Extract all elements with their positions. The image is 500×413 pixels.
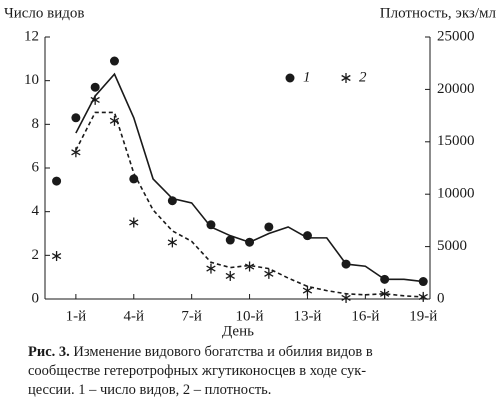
legend-label: 2 [359, 69, 367, 85]
point [244, 261, 255, 272]
y2-tick-label: 5000 [437, 238, 467, 254]
y-tick-label: 12 [24, 28, 39, 44]
series-line [75, 72, 424, 283]
point [206, 220, 216, 230]
caption-label: Рис. 3. [28, 344, 70, 360]
x-tick-label: 13-й [293, 308, 321, 324]
point [341, 292, 351, 303]
y2-tick-label: 20000 [437, 81, 475, 97]
point [129, 217, 139, 228]
caption: Рис. 3. Изменение видового богатства и о… [28, 343, 498, 400]
y-tick-label: 10 [24, 72, 39, 88]
point [71, 113, 81, 123]
chart: Число видов Плотность, экз/мл День 0 2 4 6 8… [4, 5, 497, 339]
y2-tick-label: 0 [437, 290, 445, 306]
y-tick-label: 2 [32, 247, 40, 263]
caption-line: цессии. 1 – число видов, 2 – плотность. [28, 382, 272, 398]
asterisk-stroke [418, 293, 428, 300]
point [302, 285, 313, 296]
point [206, 263, 216, 274]
point [90, 94, 100, 105]
asterisk-stroke [206, 265, 216, 272]
y-tick-label: 0 [32, 290, 40, 306]
x-axis-title: День [222, 323, 254, 339]
y2-tick-label: 10000 [437, 186, 475, 202]
point [264, 268, 274, 279]
point [380, 274, 390, 284]
legend-marker [341, 73, 351, 83]
y-tick-label: 6 [32, 159, 40, 175]
legend-label: 1 [303, 69, 311, 85]
point [71, 147, 81, 158]
asterisk-stroke [225, 272, 235, 280]
asterisk-stroke [71, 149, 81, 156]
point [341, 259, 351, 269]
asterisk-stroke [109, 117, 120, 124]
x-tick-label: 1-й [66, 308, 87, 324]
x-tick-label: 16-й [351, 308, 379, 324]
x-tick-label: 19-й [409, 308, 437, 324]
asterisk-stroke [51, 252, 62, 260]
point [245, 237, 255, 247]
point [225, 270, 235, 281]
point [167, 237, 178, 248]
legend-marker [285, 73, 295, 83]
point [109, 115, 120, 126]
asterisk-stroke [244, 263, 255, 270]
y2-tick-label: 25000 [437, 28, 475, 44]
caption-line: сообществе гетеротрофных жгутиконосцев в… [28, 363, 367, 379]
y-tick-label: 4 [32, 203, 40, 219]
x-tick-label: 10-й [236, 308, 264, 324]
point [51, 251, 62, 262]
point [167, 196, 177, 206]
point [52, 176, 62, 186]
point [90, 82, 100, 92]
asterisk-stroke [341, 74, 351, 82]
x-tick-label: 4-й [124, 308, 145, 324]
asterisk-stroke [167, 239, 178, 246]
point [129, 174, 139, 184]
point [418, 291, 428, 302]
asterisk-stroke [379, 290, 390, 297]
x-tick-label: 7-й [181, 308, 202, 324]
point [109, 56, 119, 66]
y2-tick-label: 15000 [437, 133, 475, 149]
y-axis-title: Число видов [4, 5, 85, 21]
point [418, 277, 428, 287]
asterisk-stroke [302, 287, 313, 294]
point [379, 288, 390, 299]
point [302, 231, 312, 241]
point [264, 222, 274, 232]
y-tick-label: 8 [32, 116, 40, 132]
asterisk-stroke [264, 270, 274, 277]
caption-line: Изменение видового богатства и обилия ви… [73, 344, 373, 360]
asterisk-stroke [90, 96, 100, 103]
asterisk-stroke [129, 219, 139, 226]
asterisk-stroke [341, 294, 351, 302]
point [225, 235, 235, 245]
y2-axis-title: Плотность, экз/мл [380, 5, 497, 21]
